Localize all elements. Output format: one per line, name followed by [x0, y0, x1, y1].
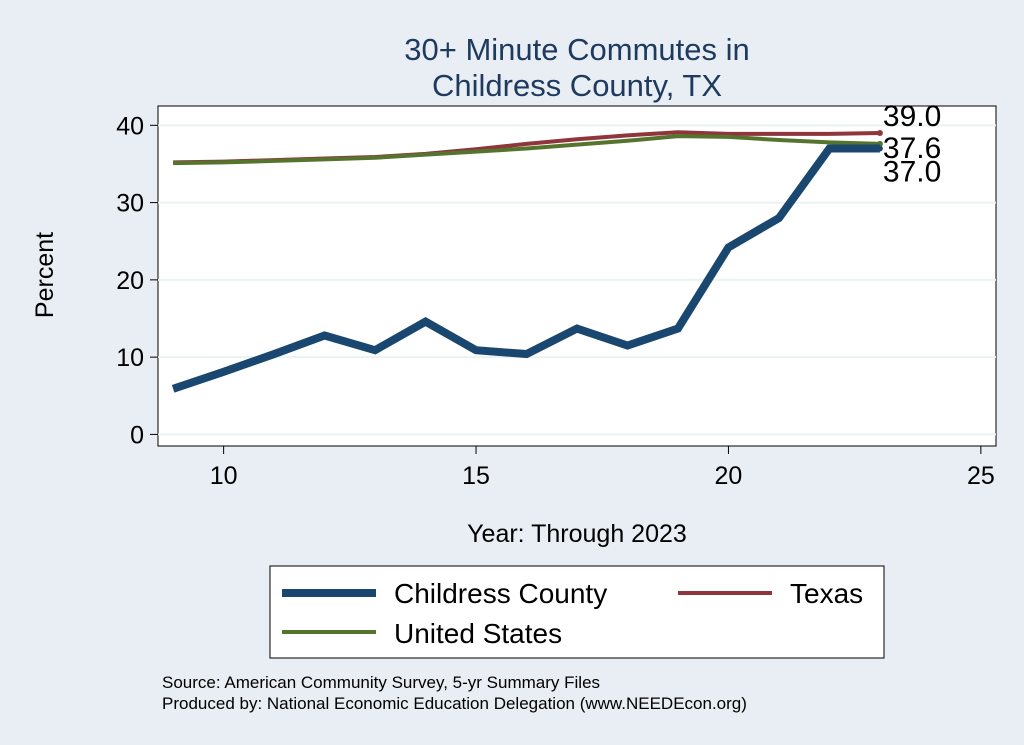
x-axis: 10 15 20 25: [210, 446, 995, 490]
end-label-united-states: 37.6: [883, 132, 941, 165]
produced-by-note: Produced by: National Economic Education…: [162, 694, 747, 713]
end-label-texas: 39.0: [883, 100, 941, 133]
y-tick-label-0: 0: [130, 421, 144, 449]
x-tick-label-10: 10: [210, 462, 238, 490]
gridlines: [158, 124, 996, 436]
series-line-united-states: [173, 134, 880, 166]
legend: [269, 565, 885, 659]
series-end-point-childress-county: [876, 145, 883, 152]
x-tick-label-15: 15: [462, 462, 490, 490]
x-axis-title: Year: Through 2023: [467, 520, 687, 548]
y-axis-title: Percent: [31, 232, 59, 318]
source-note: Source: American Community Survey, 5-yr …: [162, 673, 600, 692]
y-tick-label-40: 40: [116, 112, 144, 140]
series-lines: [171, 130, 883, 393]
y-tick-label-30: 30: [116, 190, 144, 218]
y-tick-label-20: 20: [116, 267, 144, 295]
legend-label-texas: Texas: [790, 578, 863, 609]
chart-title-line-1: 30+ Minute Commutes in: [404, 32, 749, 67]
y-tick-label-10: 10: [116, 344, 144, 372]
legend-label-childress-county: Childress County: [394, 578, 607, 609]
chart-title-line-2: Childress County, TX: [432, 68, 722, 103]
x-tick-label-20: 20: [715, 462, 743, 490]
legend-label-united-states: United States: [394, 618, 562, 649]
x-tick-label-25: 25: [967, 462, 995, 490]
y-axis: 0 10 20 30 40: [116, 112, 158, 449]
series-end-point-texas: [876, 130, 883, 137]
plot-area: [157, 105, 997, 447]
end-label-childress-county: 37.0: [883, 156, 941, 189]
series-line-childress-county: [171, 144, 880, 393]
